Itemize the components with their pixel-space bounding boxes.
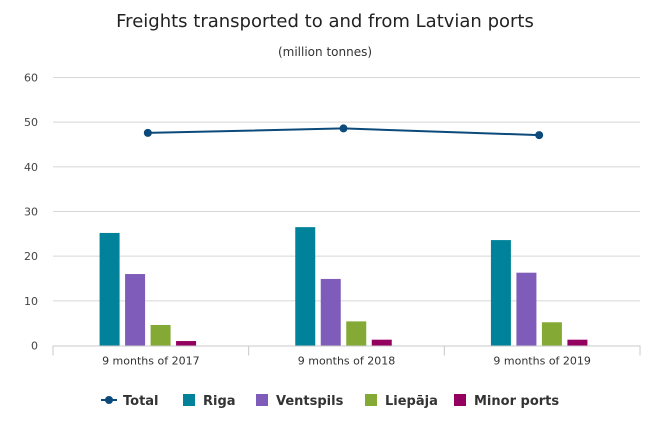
chart-subtitle: (million tonnes) (278, 45, 372, 59)
legend-label: Liepāja (385, 394, 438, 409)
x-tick-label: 9 months of 2018 (298, 355, 396, 368)
point-total (535, 131, 544, 140)
bar-riga (295, 227, 316, 346)
legend-label: Minor ports (474, 394, 559, 409)
bar-ventspils (516, 272, 537, 346)
y-tick-label: 20 (24, 250, 38, 263)
y-tick-label: 60 (24, 72, 38, 85)
legend-swatch-icon (183, 394, 195, 406)
y-tick-label: 30 (24, 206, 38, 219)
bar-riga (490, 240, 511, 346)
legend-label: Riga (203, 394, 236, 409)
bar-liepāja (541, 322, 562, 346)
point-total (143, 128, 152, 137)
point-total (339, 124, 348, 133)
legend-marker-icon (105, 396, 113, 404)
legend-swatch-icon (454, 394, 466, 406)
legend-swatch-icon (256, 394, 268, 406)
y-tick-label: 10 (24, 295, 38, 308)
bar-riga (99, 232, 120, 346)
bar-minor-ports (567, 339, 588, 346)
bar-minor-ports (371, 339, 392, 346)
y-tick-label: 40 (24, 161, 38, 174)
bar-minor-ports (176, 341, 197, 346)
bar-liepāja (346, 321, 367, 346)
bar-liepāja (150, 324, 171, 346)
legend-swatch-icon (365, 394, 377, 406)
x-tick-label: 9 months of 2017 (102, 355, 200, 368)
legend-label: Total (123, 394, 159, 409)
chart-title: Freights transported to and from Latvian… (116, 11, 534, 32)
bar-ventspils (320, 278, 341, 346)
y-tick-label: 50 (24, 116, 38, 129)
bar-ventspils (125, 274, 146, 346)
x-tick-label: 9 months of 2019 (493, 355, 591, 368)
y-tick-label: 0 (31, 340, 38, 353)
legend-label: Ventspils (276, 394, 344, 409)
